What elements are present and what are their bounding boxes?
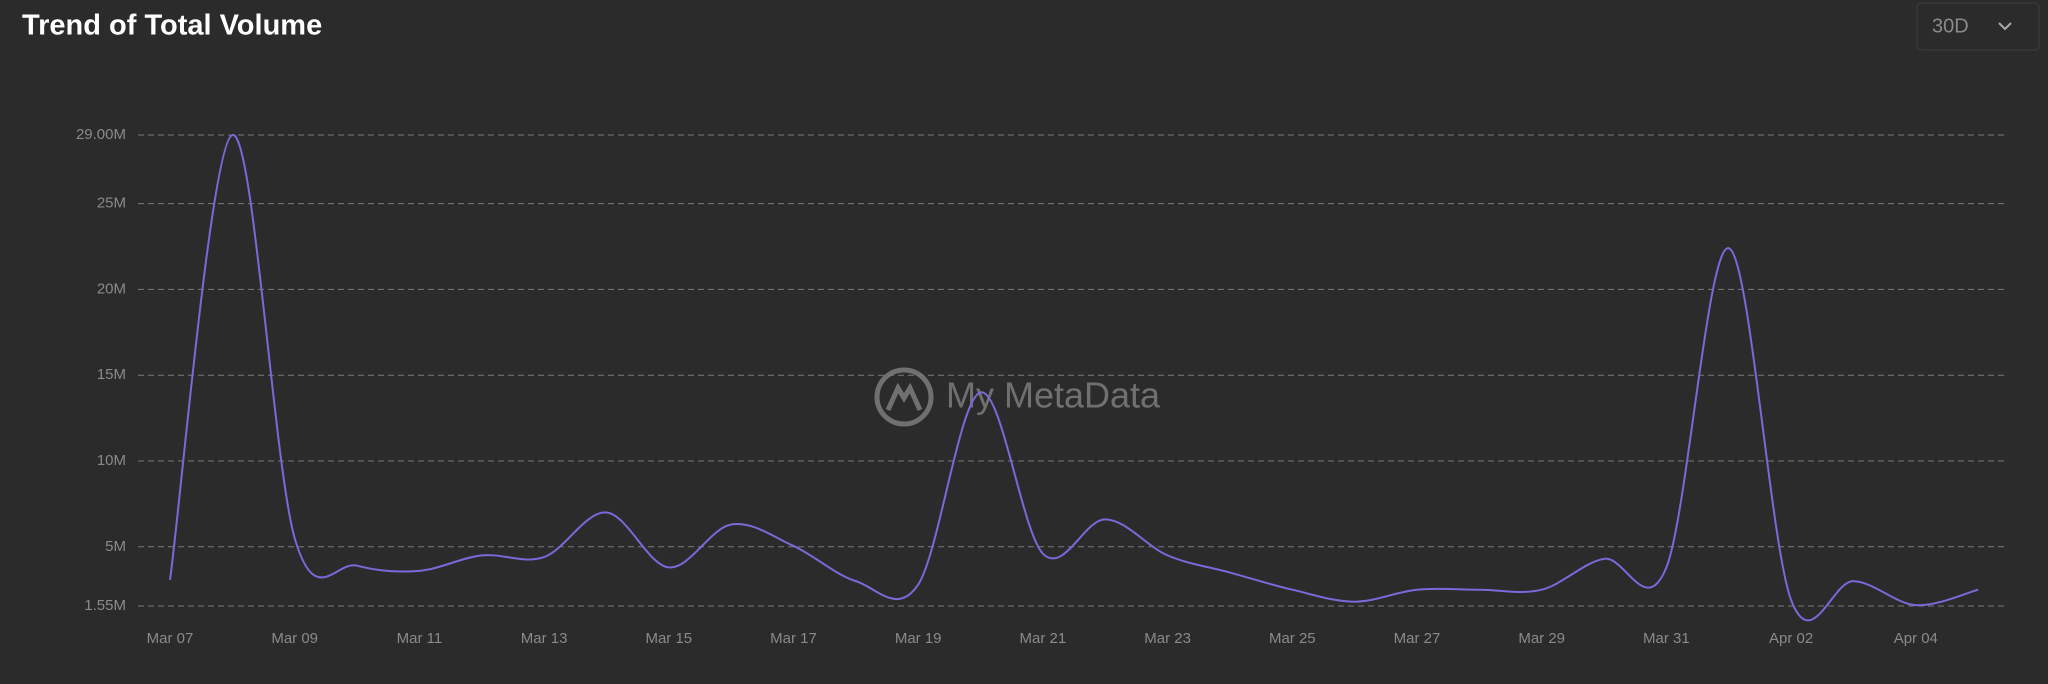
x-tick-label: Apr 04 [1894,630,1938,647]
y-tick-label: 29.00M [76,126,126,143]
dropdown-arrow[interactable] [1998,22,2012,31]
x-tick-label: Mar 13 [521,630,568,647]
x-tick-label: Mar 11 [397,630,443,647]
watermark-text: My MetaData [946,375,1161,416]
y-tick-label: 25M [97,195,126,212]
x-tick-label: Mar 17 [770,630,817,647]
y-tick-label: 1.55M [84,597,126,614]
x-tick-label: Mar 31 [1643,630,1690,647]
dropdown-value[interactable]: 30D [1932,15,1969,37]
x-tick-label: Mar 29 [1518,630,1565,647]
x-tick-label: Mar 09 [271,630,318,647]
x-tick-label: Mar 19 [895,630,942,647]
y-tick-label: 15M [97,366,126,383]
range-dropdown[interactable]: 30D [1916,2,2040,51]
y-tick-label: 10M [97,452,126,469]
x-tick-label: Mar 21 [1020,630,1067,647]
x-tick-label: Mar 15 [645,630,692,647]
y-tick-label: 20M [97,280,126,297]
y-tick-label: 5M [105,538,126,555]
dropdown-box[interactable] [1916,2,2040,51]
watermark-logo-mark [885,382,923,412]
x-tick-label: Mar 07 [147,630,194,647]
watermark: My MetaData [874,367,1161,427]
x-tick-label: Mar 23 [1144,630,1191,647]
line [169,133,1979,622]
x-tick-label: Mar 27 [1394,630,1441,647]
x-tick-label: Apr 02 [1769,630,1813,647]
watermark-logo [874,367,934,427]
x-tick-label: Mar 25 [1269,630,1316,647]
chart-title: Trend of Total Volume [22,10,322,42]
